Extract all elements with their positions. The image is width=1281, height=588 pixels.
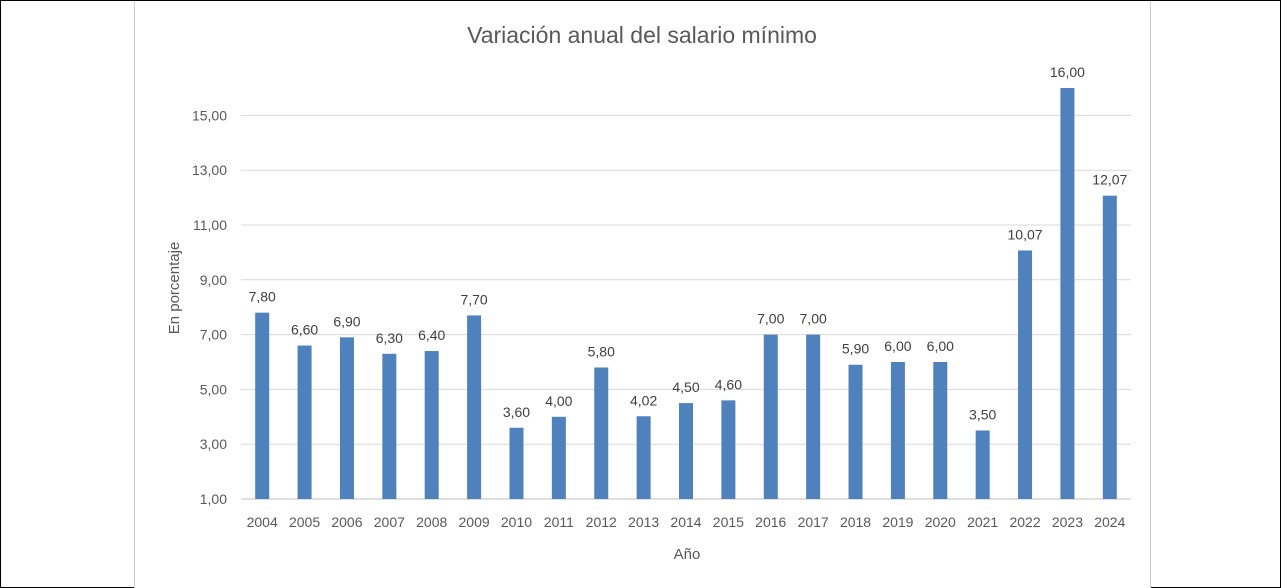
bar-2013 — [636, 416, 651, 499]
x-tick-label-2012: 2012 — [586, 514, 617, 530]
bar-2007 — [382, 353, 397, 499]
bar-2022 — [1018, 250, 1033, 499]
x-tick-label-2019: 2019 — [882, 514, 913, 530]
bar-2004 — [255, 312, 270, 499]
y-tick-label: 1,00 — [200, 491, 227, 507]
y-tick-label: 5,00 — [200, 381, 227, 397]
x-tick-label-2007: 2007 — [374, 514, 405, 530]
bar-2016 — [763, 334, 778, 499]
y-tick-label: 11,00 — [193, 217, 227, 233]
bar-2014 — [679, 403, 693, 499]
bar-2020 — [933, 362, 948, 499]
x-tick-label-2016: 2016 — [755, 514, 786, 530]
bar-2010 — [509, 427, 524, 499]
data-label-2008: 6,40 — [418, 327, 445, 343]
y-tick-label: 9,00 — [200, 272, 227, 288]
data-label-2013: 4,02 — [630, 392, 657, 408]
bar-2018 — [848, 364, 863, 499]
data-label-2018: 5,90 — [842, 341, 869, 357]
x-tick-label-2021: 2021 — [967, 514, 998, 530]
bar-2021 — [975, 430, 990, 499]
bar-2011 — [551, 416, 566, 499]
data-label-2021: 3,50 — [969, 407, 996, 423]
x-tick-label-2011: 2011 — [544, 514, 574, 530]
chart-area: Variación anual del salario mínimo 1,00 3… — [134, 1, 1151, 588]
data-label-2006: 6,90 — [333, 313, 360, 329]
bar-2015 — [721, 400, 736, 499]
data-label-2009: 7,70 — [460, 291, 487, 307]
x-tick-label-2023: 2023 — [1052, 514, 1083, 530]
bar-chart: Variación anual del salario mínimo 1,00 3… — [166, 22, 1131, 563]
x-tick-label-2022: 2022 — [1009, 514, 1040, 530]
y-tick-label: 13,00 — [192, 162, 227, 178]
data-label-2004: 7,80 — [249, 289, 276, 305]
data-label-2012: 5,80 — [588, 343, 615, 359]
x-tick-label-2006: 2006 — [331, 514, 362, 530]
x-tick-label-2010: 2010 — [501, 514, 532, 530]
data-label-2023: 16,00 — [1050, 64, 1085, 80]
data-labels: 7,80 6,60 6,90 6,30 6,40 7,70 3,60 4,00 5,80 4,02… — [249, 64, 1128, 423]
x-tick-label-2004: 2004 — [247, 514, 278, 530]
y-axis-label: En porcentaje — [166, 242, 183, 335]
x-tick-label-2008: 2008 — [416, 514, 447, 530]
y-tick-label: 15,00 — [192, 107, 227, 123]
bar-2008 — [424, 351, 439, 499]
data-label-2010: 3,60 — [503, 404, 530, 420]
bar-2017 — [806, 334, 821, 499]
chart-title: Variación anual del salario mínimo — [467, 22, 817, 48]
data-label-2014: 4,50 — [672, 379, 699, 395]
x-tick-label-2014: 2014 — [670, 514, 701, 530]
bar-2012 — [594, 367, 609, 499]
data-label-2015: 4,60 — [715, 376, 742, 392]
x-tick-label-2015: 2015 — [713, 514, 744, 530]
data-label-2017: 7,00 — [800, 311, 827, 327]
bar-2019 — [890, 362, 905, 499]
data-label-2007: 6,30 — [376, 330, 403, 346]
x-tick-label-2020: 2020 — [925, 514, 956, 530]
x-tick-label-2005: 2005 — [289, 514, 320, 530]
y-tick-label: 3,00 — [200, 436, 227, 452]
y-axis-ticks: 1,00 3,00 5,00 7,00 9,00 11,00 13,00 15,00 — [192, 107, 227, 507]
x-tick-label-2013: 2013 — [628, 514, 659, 530]
data-label-2024: 12,07 — [1092, 172, 1127, 188]
data-label-2020: 6,00 — [927, 338, 954, 354]
data-label-2011: 4,00 — [545, 393, 572, 409]
data-label-2022: 10,07 — [1008, 226, 1043, 242]
bar-2006 — [339, 337, 354, 499]
data-label-2005: 6,60 — [291, 322, 318, 338]
bar-2023 — [1060, 88, 1075, 499]
data-label-2019: 6,00 — [884, 338, 911, 354]
x-tick-label-2024: 2024 — [1094, 514, 1125, 530]
x-tick-label-2017: 2017 — [798, 514, 829, 530]
bar-2009 — [467, 315, 482, 499]
x-tick-label-2018: 2018 — [840, 514, 871, 530]
bars — [255, 88, 1117, 499]
y-tick-label: 7,00 — [200, 327, 227, 343]
bar-2024 — [1102, 195, 1117, 499]
x-axis-label: Año — [674, 546, 701, 563]
x-axis-ticks: 2004 2005 2006 2007 2008 2009 2010 2011 2012 2013… — [247, 514, 1126, 530]
x-tick-label-2009: 2009 — [459, 514, 490, 530]
bar-2005 — [297, 345, 312, 499]
data-label-2016: 7,00 — [757, 311, 784, 327]
